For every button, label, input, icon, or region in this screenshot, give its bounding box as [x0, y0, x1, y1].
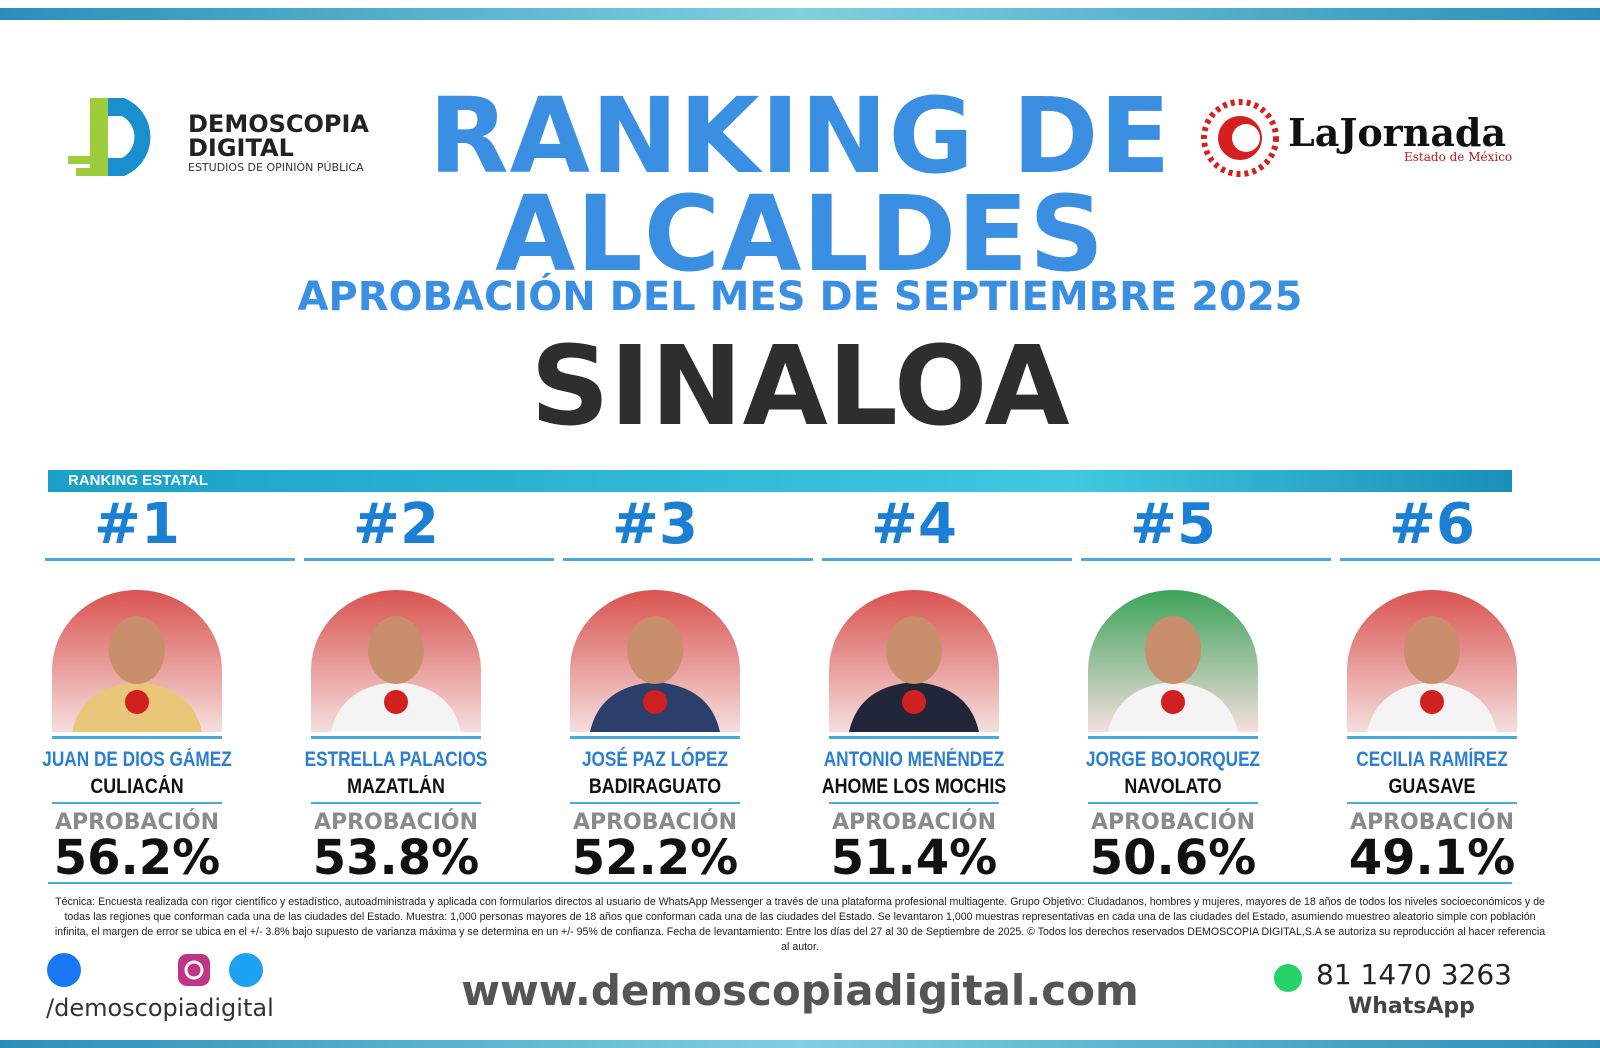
- social-handle: /demoscopiadigital: [46, 994, 274, 1022]
- approval-label: APROBACIÓN: [831, 810, 997, 835]
- jornada-sub: Estado de México: [1404, 150, 1513, 164]
- approval-value: 56.2%: [53, 830, 221, 886]
- candidate-city: CULIACÁN: [90, 775, 184, 798]
- candidate-city: NAVOLATO: [1124, 775, 1222, 798]
- approval-label: APROBACIÓN: [572, 810, 738, 835]
- whatsapp-icon: [1274, 964, 1302, 992]
- rank: #1: [94, 492, 180, 557]
- approval-value: 50.6%: [1089, 830, 1257, 886]
- candidate-photo: [829, 590, 999, 732]
- candidate-photo: [1088, 590, 1258, 732]
- jornada-name: LaJornada: [1288, 110, 1507, 155]
- subtitle: APROBACIÓN DEL MES DE SEPTIEMBRE 2025: [297, 274, 1303, 320]
- approval-value: 49.1%: [1348, 830, 1516, 886]
- candidate-photo: [52, 590, 222, 732]
- top-bar: [0, 8, 1600, 20]
- jornada-sun: [1201, 99, 1279, 177]
- divider: [829, 736, 999, 739]
- logo-line1: DEMOSCOPIA: [188, 110, 369, 138]
- candidate-photo: [570, 590, 740, 732]
- rank: #5: [1130, 492, 1216, 557]
- candidate-name: ESTRELLA PALACIOS: [304, 748, 488, 771]
- candidate-name: JOSÉ PAZ LÓPEZ: [581, 748, 729, 771]
- title-line: RANKING DE: [428, 75, 1172, 197]
- divider: [822, 558, 1072, 561]
- divider: [52, 736, 222, 739]
- candidate-city: MAZATLÁN: [347, 775, 445, 798]
- rank: #3: [612, 492, 698, 557]
- divider: [570, 802, 740, 804]
- state: SINALOA: [530, 322, 1070, 450]
- approval-value: 53.8%: [312, 830, 480, 886]
- divider: [829, 802, 999, 804]
- approval-value: 52.2%: [571, 830, 739, 886]
- social-icons: [47, 953, 263, 987]
- bottom-bar: [0, 1040, 1600, 1048]
- divider: [48, 882, 1512, 884]
- divider: [570, 736, 740, 739]
- title-line: ALCALDES: [494, 173, 1106, 295]
- rank: #4: [871, 492, 957, 557]
- divider: [1347, 736, 1517, 739]
- candidate-name: JORGE BOJORQUEZ: [1085, 748, 1261, 771]
- candidate-name: JUAN DE DIOS GÁMEZ: [42, 748, 232, 771]
- divider: [563, 558, 813, 561]
- approval-label: APROBACIÓN: [313, 810, 479, 835]
- divider: [1088, 802, 1258, 804]
- candidate-photo: [311, 590, 481, 732]
- divider: [311, 802, 481, 804]
- facebook-icon[interactable]: [47, 953, 81, 987]
- divider: [311, 736, 481, 739]
- candidate-city: AHOME LOS MOCHIS: [821, 775, 1007, 798]
- approval-label: APROBACIÓN: [1349, 810, 1515, 835]
- candidate-name: ANTONIO MENÉNDEZ: [823, 748, 1005, 771]
- candidate-name: CECILIA RAMÍREZ: [1356, 748, 1508, 771]
- divider: [1081, 558, 1331, 561]
- footnote: Técnica: Encuesta realizada con rigor ci…: [54, 896, 1546, 953]
- divider: [1340, 558, 1600, 561]
- approval-value: 51.4%: [830, 830, 998, 886]
- twitter-icon[interactable]: [229, 953, 263, 987]
- logo-mark: [68, 98, 151, 176]
- candidate-photo: [1347, 590, 1517, 732]
- divider: [45, 558, 295, 561]
- candidate-city: GUASAVE: [1388, 775, 1476, 798]
- phone-label: WhatsApp: [1348, 994, 1475, 1019]
- instagram-icon[interactable]: [178, 954, 210, 986]
- logo-line2: DIGITAL: [188, 134, 294, 162]
- divider: [1347, 802, 1517, 804]
- candidate-city: BADIRAGUATO: [588, 775, 722, 798]
- divider: [1088, 736, 1258, 739]
- rank: #2: [353, 492, 439, 557]
- divider: [52, 802, 222, 804]
- phone: 81 1470 3263: [1316, 958, 1512, 991]
- approval-label: APROBACIÓN: [1090, 810, 1256, 835]
- approval-label: APROBACIÓN: [54, 810, 220, 835]
- rank: #6: [1389, 492, 1475, 557]
- website: www.demoscopiadigital.com: [461, 966, 1139, 1015]
- logo-tagline: ESTUDIOS DE OPINIÓN PÚBLICA: [188, 161, 364, 174]
- divider: [304, 558, 554, 561]
- section-label: RANKING ESTATAL: [48, 470, 1512, 492]
